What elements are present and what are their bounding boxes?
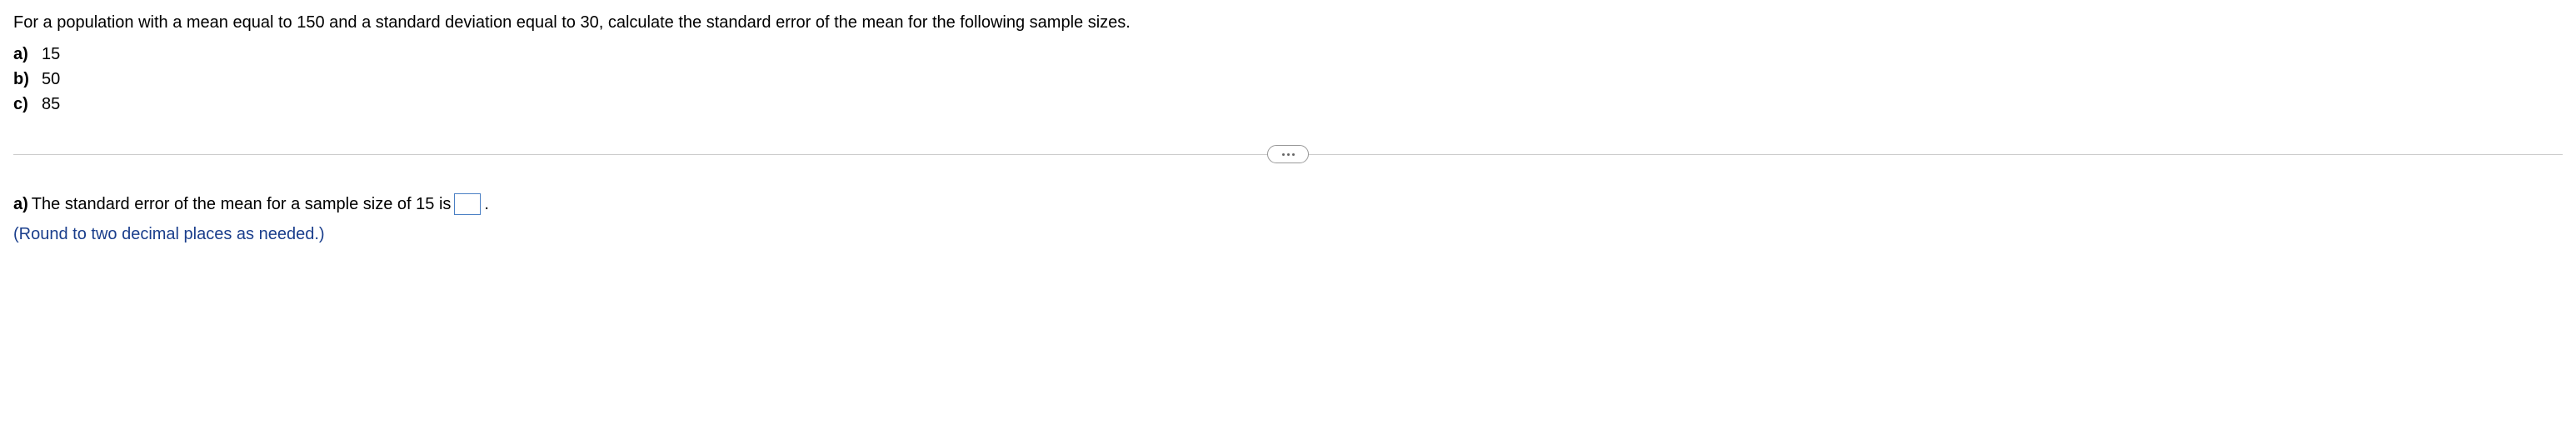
answer-line: a) The standard error of the mean for a … <box>13 192 2563 217</box>
answer-text-after: . <box>484 192 489 217</box>
option-value-b: 50 <box>42 67 60 92</box>
option-label-a: a) <box>13 42 38 67</box>
option-item-a: a) 15 <box>13 42 2563 67</box>
ellipsis-icon <box>1282 153 1295 156</box>
option-list: a) 15 b) 50 c) 85 <box>13 42 2563 117</box>
answer-section: a) The standard error of the mean for a … <box>13 192 2563 247</box>
question-intro: For a population with a mean equal to 15… <box>13 10 2563 35</box>
divider-container <box>13 142 2563 167</box>
answer-input[interactable] <box>454 193 481 215</box>
option-label-b: b) <box>13 67 38 92</box>
option-value-c: 85 <box>42 92 60 117</box>
option-label-c: c) <box>13 92 38 117</box>
expand-button[interactable] <box>1267 145 1309 163</box>
option-item-c: c) 85 <box>13 92 2563 117</box>
answer-text-before: The standard error of the mean for a sam… <box>32 192 452 217</box>
option-item-b: b) 50 <box>13 67 2563 92</box>
hint-text: (Round to two decimal places as needed.) <box>13 222 2563 247</box>
option-value-a: 15 <box>42 42 60 67</box>
answer-prefix: a) <box>13 192 28 217</box>
